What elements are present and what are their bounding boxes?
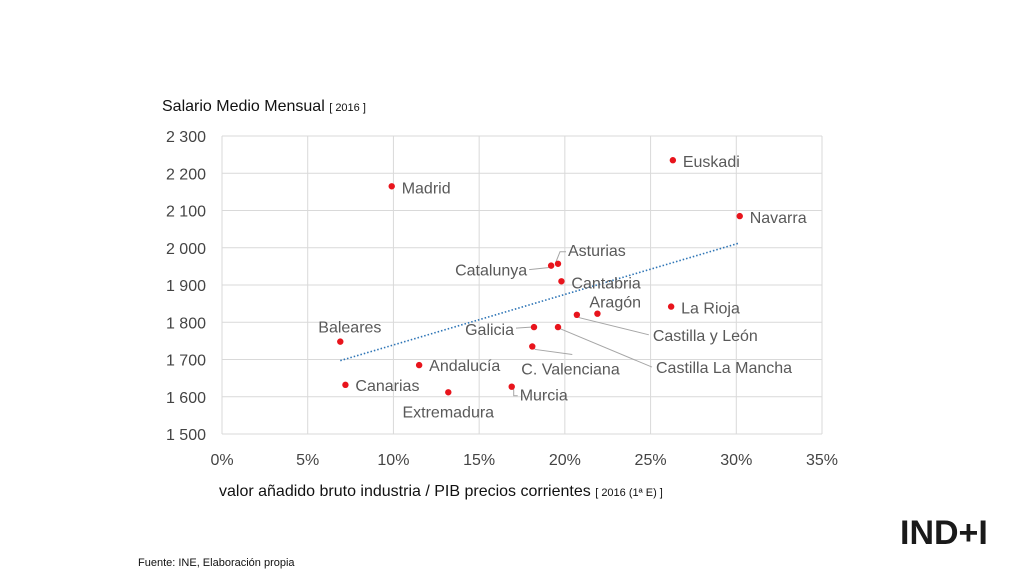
- label-madrid: Madrid: [402, 180, 451, 197]
- x-axis-title: valor añadido bruto industria / PIB prec…: [219, 483, 663, 501]
- label-arag-n: Aragón: [589, 295, 641, 312]
- y-tick-label: 1 700: [166, 353, 206, 370]
- x-axis-title-main: valor añadido bruto industria / PIB prec…: [219, 483, 591, 500]
- point-c-valenciana: [529, 343, 536, 350]
- trendline-group: [340, 242, 740, 362]
- x-tick-label: 20%: [549, 452, 581, 469]
- leader-c-valenciana: [531, 346, 573, 355]
- point-castilla-la-mancha: [554, 323, 562, 331]
- leader-catalunya: [529, 265, 552, 271]
- label-galicia: Galicia: [465, 322, 514, 339]
- point-asturias: [554, 260, 562, 267]
- grid-lines: [221, 135, 823, 435]
- point-andaluc-a: [415, 361, 423, 369]
- point-canarias: [342, 381, 349, 389]
- data-points: [337, 157, 743, 396]
- x-tick-label: 15%: [463, 452, 495, 469]
- point-arag-n: [594, 310, 601, 317]
- label-canarias: Canarias: [355, 378, 419, 395]
- y-tick-label: 2 000: [166, 241, 206, 258]
- label-c-valenciana: C. Valenciana: [521, 361, 620, 378]
- label-castilla-la-mancha: Castilla La Mancha: [656, 360, 792, 377]
- y-axis-title-main: Salario Medio Mensual: [162, 98, 325, 115]
- y-axis-title-year: [ 2016 ]: [329, 102, 366, 114]
- x-axis-title-year: [ 2016 (1ª E) ]: [595, 487, 663, 499]
- y-tick-label: 1 900: [166, 278, 206, 295]
- point-navarra: [736, 212, 743, 220]
- label-la-rioja: La Rioja: [681, 301, 740, 318]
- point-la-rioja: [667, 303, 675, 310]
- point-labels: Euskadi Madrid Navarra Asturias Catalunya Can…: [318, 154, 806, 421]
- point-madrid: [388, 183, 395, 190]
- point-cantabria: [558, 278, 565, 285]
- point-castilla-y-le-n: [573, 311, 581, 318]
- point-catalunya: [547, 262, 555, 269]
- label-euskadi: Euskadi: [683, 154, 740, 171]
- y-tick-label: 2 300: [166, 129, 206, 146]
- y-tick-label: 1 600: [166, 390, 206, 407]
- y-tick-label: 1 800: [166, 315, 206, 332]
- axis-labels: 1 500 1 600 1 700 1 800 1 900 2 000 2 100 2 200…: [166, 129, 838, 469]
- x-tick-label: 0%: [210, 452, 233, 469]
- point-euskadi: [669, 157, 677, 164]
- label-cantabria: Cantabria: [571, 275, 640, 292]
- x-tick-label: 35%: [806, 452, 838, 469]
- label-navarra: Navarra: [750, 210, 807, 227]
- label-murcia: Murcia: [520, 388, 568, 405]
- label-baleares: Baleares: [318, 320, 381, 337]
- y-tick-label: 2 100: [166, 204, 206, 221]
- point-galicia: [530, 323, 538, 331]
- y-tick-label: 2 200: [166, 166, 206, 183]
- label-extremadura: Extremadura: [402, 404, 494, 421]
- trendline: [340, 242, 740, 362]
- label-andaluc-a: Andalucía: [429, 358, 500, 375]
- x-tick-label: 10%: [377, 452, 409, 469]
- ind-i-logo: IND+I: [900, 514, 988, 552]
- y-axis-title: Salario Medio Mensual [ 2016 ]: [162, 98, 366, 116]
- leader-castilla-y-le-n: [576, 314, 649, 336]
- x-tick-label: 30%: [720, 452, 752, 469]
- source-note: Fuente: INE, Elaboración propia: [138, 557, 295, 569]
- point-extremadura: [445, 389, 452, 396]
- label-catalunya: Catalunya: [455, 263, 527, 280]
- point-murcia: [508, 383, 515, 390]
- x-tick-label: 5%: [296, 452, 319, 469]
- label-asturias: Asturias: [568, 243, 626, 260]
- x-tick-label: 25%: [635, 452, 667, 469]
- point-baleares: [337, 338, 344, 345]
- y-tick-label: 1 500: [166, 427, 206, 444]
- label-castilla-y-le-n: Castilla y León: [653, 328, 758, 345]
